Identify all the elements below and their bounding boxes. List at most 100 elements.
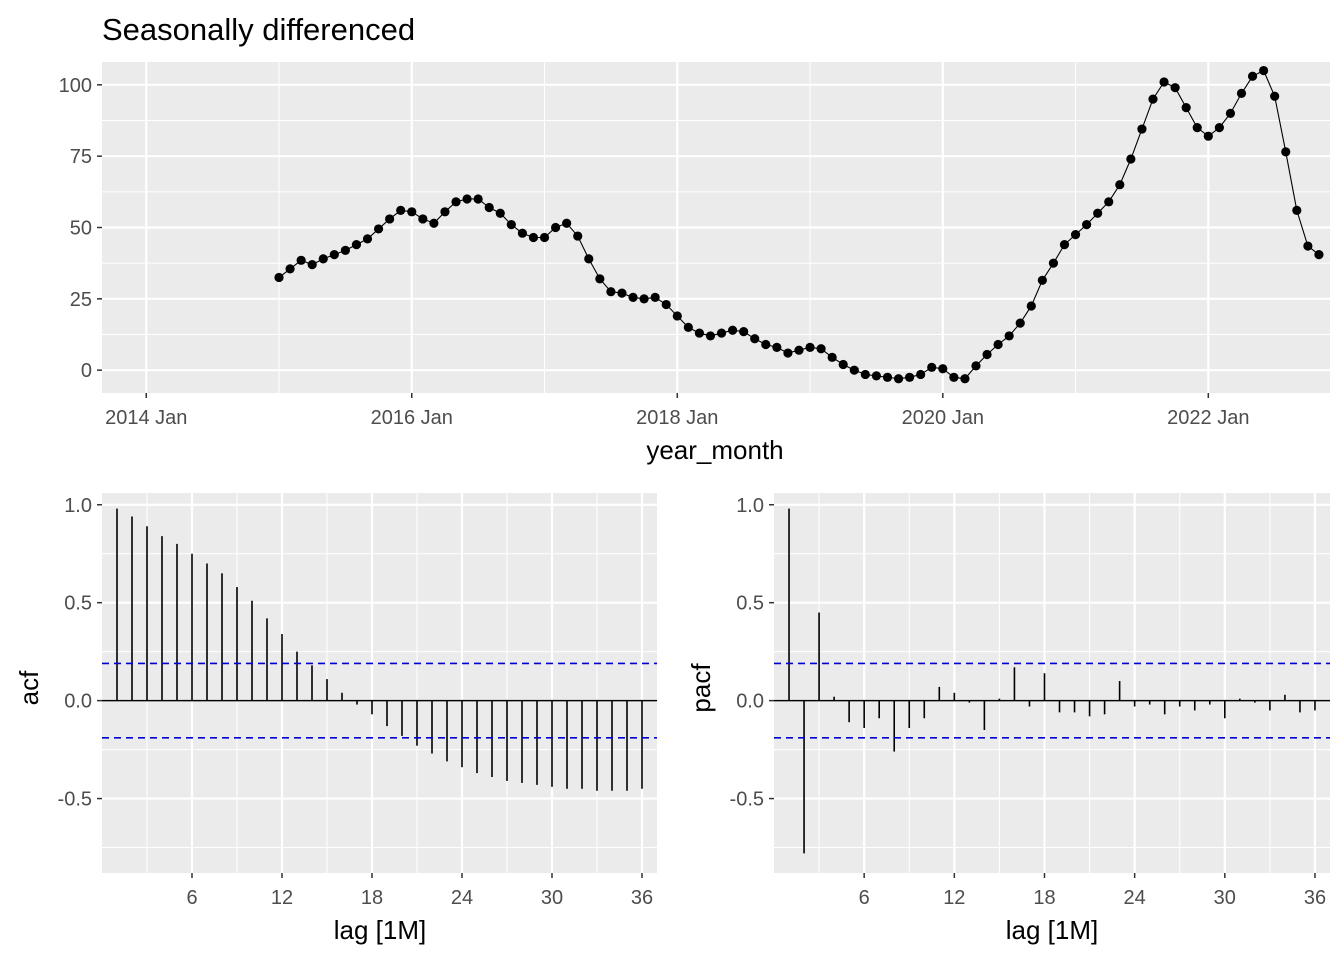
- time-series-point: [1059, 240, 1070, 250]
- time-series-point: [1236, 88, 1247, 98]
- time-series-point: [1281, 147, 1291, 157]
- time-series-point: [683, 322, 693, 332]
- acf-plot-area: 6 12 18 24 30 36 -0.5 0.0 0.5 1.0: [58, 493, 657, 909]
- pacf-y-axis-title: pacf: [686, 663, 716, 713]
- time-series-point: [927, 362, 937, 372]
- time-series-point: [882, 372, 893, 382]
- time-series-point: [473, 194, 483, 204]
- time-series-point: [993, 339, 1003, 350]
- time-series-point: [772, 342, 782, 352]
- time-series-point: [1159, 77, 1169, 87]
- time-series-x-tick-label: 2016 Jan: [371, 407, 453, 429]
- time-series-point: [1104, 197, 1114, 207]
- time-series-point: [1259, 65, 1269, 76]
- time-series-point: [860, 369, 870, 380]
- time-series-point: [1004, 331, 1014, 341]
- time-series-point: [274, 272, 284, 283]
- time-series-y-tick-label: 25: [70, 289, 92, 311]
- time-series-point: [661, 299, 671, 310]
- pacf-x-axis-title: lag [1M]: [1006, 915, 1099, 945]
- time-series-point: [1148, 94, 1158, 104]
- chart-title: Seasonally differenced: [102, 12, 415, 47]
- time-series-point: [849, 365, 859, 375]
- time-series-point: [893, 374, 904, 384]
- time-series-point: [385, 214, 395, 224]
- time-series-point: [871, 371, 882, 381]
- time-series-point: [960, 374, 970, 384]
- acf-y-tick-label: 0.0: [64, 691, 92, 713]
- acf-panel-background: [102, 493, 657, 873]
- pacf-panel-background: [774, 493, 1330, 873]
- time-series-x-tick-label: 2020 Jan: [902, 407, 984, 429]
- time-series-point: [650, 292, 660, 303]
- time-series-y-tick-label: 75: [70, 146, 92, 168]
- time-series-point: [1137, 124, 1147, 134]
- time-series-point: [340, 245, 350, 255]
- pacf-x-tick-label: 30: [1214, 887, 1236, 909]
- time-series-x-tick-label: 2022 Jan: [1167, 407, 1249, 429]
- time-series-y-tick-label: 50: [70, 218, 92, 240]
- time-series-chart: Seasonally differenced 2014 Jan 2016 Jan 2…: [59, 12, 1330, 465]
- time-series-point: [373, 224, 384, 234]
- time-series-point: [528, 232, 539, 243]
- time-series-point: [318, 254, 328, 264]
- time-series-point: [418, 214, 428, 224]
- pacf-y-tick-label: 0.0: [736, 691, 764, 713]
- time-series-point: [396, 205, 406, 215]
- time-series-point: [307, 259, 317, 270]
- time-series-point: [506, 220, 516, 230]
- time-series-point: [1247, 71, 1258, 81]
- time-series-point: [1303, 241, 1313, 251]
- time-series-point: [1115, 180, 1125, 190]
- time-series-point: [1192, 123, 1202, 133]
- time-series-point: [1225, 108, 1236, 118]
- time-series-y-tick-label: 0: [81, 360, 92, 382]
- time-series-point: [1082, 220, 1092, 230]
- time-series-point: [761, 339, 771, 350]
- time-series-point: [1203, 131, 1213, 141]
- time-series-point: [949, 372, 959, 382]
- time-series-point: [694, 328, 705, 338]
- pacf-y-tick-label: -0.5: [730, 789, 764, 811]
- pacf-x-tick-label: 24: [1124, 887, 1146, 909]
- time-series-point: [783, 348, 793, 358]
- acf-x-tick-label: 6: [186, 887, 197, 909]
- time-series-point: [805, 342, 815, 352]
- time-series-point: [1170, 83, 1180, 93]
- time-series-point: [794, 345, 804, 355]
- acf-y-tick-label: 1.0: [64, 495, 92, 517]
- time-series-point: [362, 234, 373, 244]
- time-series-x-axis-title: year_month: [646, 435, 783, 465]
- pacf-chart: 6 12 18 24 30 36 -0.5 0.0 0.5 1.0 lag [1M] pacf: [686, 493, 1330, 945]
- time-series-point: [296, 255, 306, 265]
- time-series-point: [1026, 301, 1036, 311]
- time-series-point: [285, 264, 295, 274]
- time-series-point: [539, 232, 550, 243]
- time-series-point: [739, 327, 749, 337]
- time-series-point: [639, 294, 649, 304]
- time-series-point: [1070, 230, 1081, 240]
- time-series-point: [982, 349, 992, 360]
- time-series-point: [1270, 91, 1280, 101]
- time-series-point: [1048, 258, 1059, 268]
- time-series-point: [716, 328, 727, 338]
- time-series-point: [1093, 208, 1103, 218]
- time-series-point: [916, 369, 926, 380]
- time-series-point: [440, 207, 450, 217]
- time-series-point: [705, 331, 716, 341]
- acf-x-tick-label: 18: [361, 887, 383, 909]
- time-series-point: [617, 288, 627, 298]
- acf-x-tick-label: 36: [631, 887, 653, 909]
- pacf-x-tick-label: 36: [1304, 887, 1326, 909]
- acf-x-axis-title: lag [1M]: [334, 915, 427, 945]
- time-series-point: [517, 228, 528, 238]
- pacf-x-tick-label: 18: [1033, 887, 1055, 909]
- acf-x-tick-label: 12: [271, 887, 293, 909]
- time-series-point: [750, 334, 760, 344]
- time-series-point: [462, 194, 472, 204]
- time-series-point: [1292, 205, 1302, 215]
- acf-chart: 6 12 18 24 30 36 -0.5 0.0 0.5 1.0 lag [1M] acf: [14, 493, 657, 945]
- time-series-point: [550, 222, 561, 233]
- time-series-point: [495, 208, 505, 218]
- time-series-point: [584, 254, 594, 264]
